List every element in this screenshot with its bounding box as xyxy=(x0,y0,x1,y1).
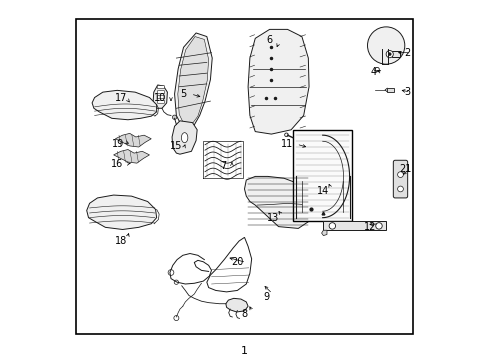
Polygon shape xyxy=(174,33,212,130)
FancyBboxPatch shape xyxy=(157,86,164,89)
Circle shape xyxy=(397,186,403,192)
Text: 17: 17 xyxy=(114,93,127,103)
Text: 15: 15 xyxy=(170,141,182,151)
Text: 7: 7 xyxy=(220,161,225,171)
Text: 20: 20 xyxy=(231,257,243,267)
Bar xyxy=(292,130,351,221)
Circle shape xyxy=(386,50,392,58)
Text: 21: 21 xyxy=(399,164,411,174)
Text: 14: 14 xyxy=(317,186,329,196)
Bar xyxy=(76,19,412,334)
FancyBboxPatch shape xyxy=(157,96,164,99)
Circle shape xyxy=(174,280,178,284)
Text: 10: 10 xyxy=(154,93,166,103)
Polygon shape xyxy=(115,134,151,147)
Circle shape xyxy=(168,270,174,275)
Polygon shape xyxy=(92,90,156,120)
Polygon shape xyxy=(321,230,326,235)
Circle shape xyxy=(367,27,404,64)
Polygon shape xyxy=(244,176,310,228)
FancyBboxPatch shape xyxy=(157,91,164,94)
Polygon shape xyxy=(247,30,308,134)
Text: 12: 12 xyxy=(363,222,375,231)
Text: 9: 9 xyxy=(263,292,268,302)
Polygon shape xyxy=(172,121,197,154)
Circle shape xyxy=(174,316,179,320)
Text: 16: 16 xyxy=(111,159,123,169)
Circle shape xyxy=(172,115,176,120)
Text: 4: 4 xyxy=(370,67,376,77)
Bar xyxy=(391,51,399,57)
Circle shape xyxy=(375,223,382,229)
Bar xyxy=(386,88,394,92)
FancyBboxPatch shape xyxy=(157,100,164,103)
Circle shape xyxy=(284,133,287,136)
Text: 8: 8 xyxy=(241,310,247,319)
Polygon shape xyxy=(225,298,247,312)
FancyBboxPatch shape xyxy=(392,160,407,198)
Circle shape xyxy=(374,67,379,72)
Circle shape xyxy=(397,172,403,177)
Text: 1: 1 xyxy=(241,346,247,356)
Text: 5: 5 xyxy=(180,89,186,99)
Circle shape xyxy=(387,53,390,55)
Text: 19: 19 xyxy=(112,139,124,149)
Polygon shape xyxy=(153,85,167,108)
Circle shape xyxy=(328,223,335,229)
Ellipse shape xyxy=(181,133,187,143)
Text: 11: 11 xyxy=(281,139,293,149)
Polygon shape xyxy=(178,37,208,127)
Polygon shape xyxy=(86,195,156,229)
Text: 18: 18 xyxy=(114,236,127,246)
Text: 2: 2 xyxy=(404,48,410,58)
Text: 6: 6 xyxy=(266,35,272,45)
Polygon shape xyxy=(113,149,149,163)
Bar xyxy=(323,221,386,230)
Text: 13: 13 xyxy=(266,213,279,222)
Text: 3: 3 xyxy=(404,87,410,97)
